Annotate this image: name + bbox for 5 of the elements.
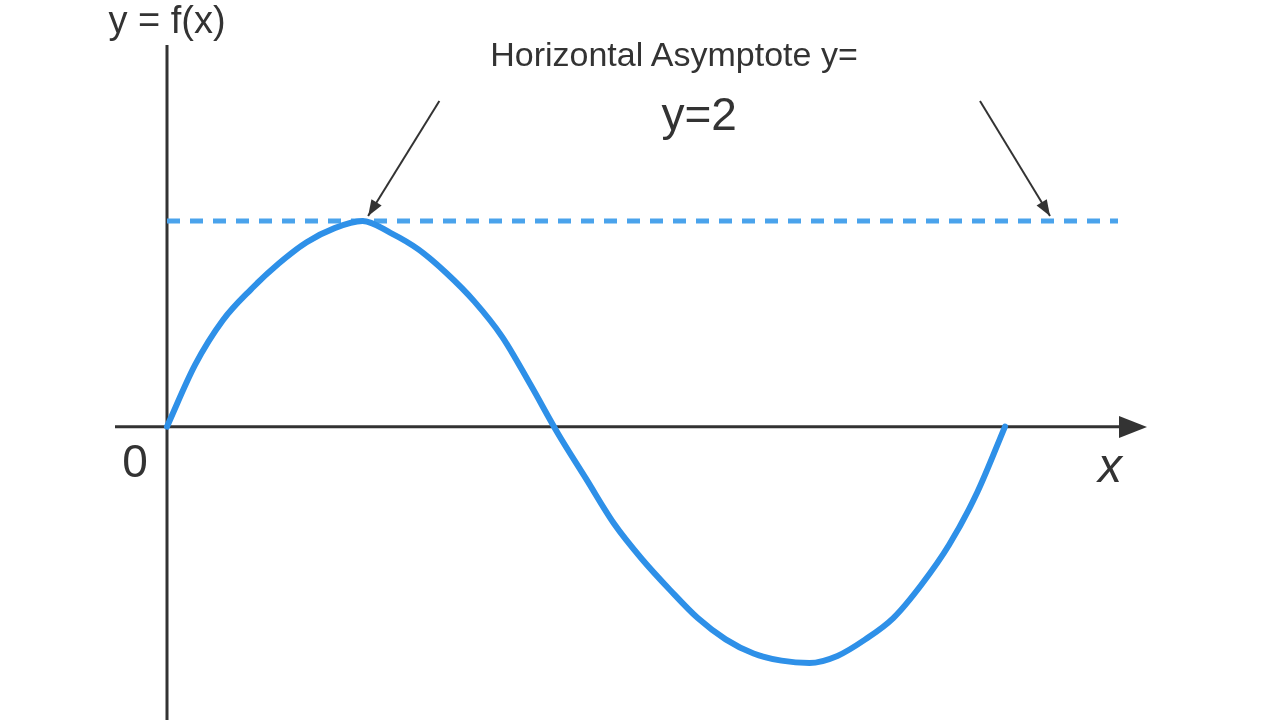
- text: y=2: [661, 87, 737, 140]
- x-axis-title: x: [1096, 439, 1124, 492]
- text: 0: [122, 435, 148, 488]
- y-axis-title: y = f(x): [108, 0, 226, 42]
- text: Horizontal Asymptote y=: [490, 35, 858, 74]
